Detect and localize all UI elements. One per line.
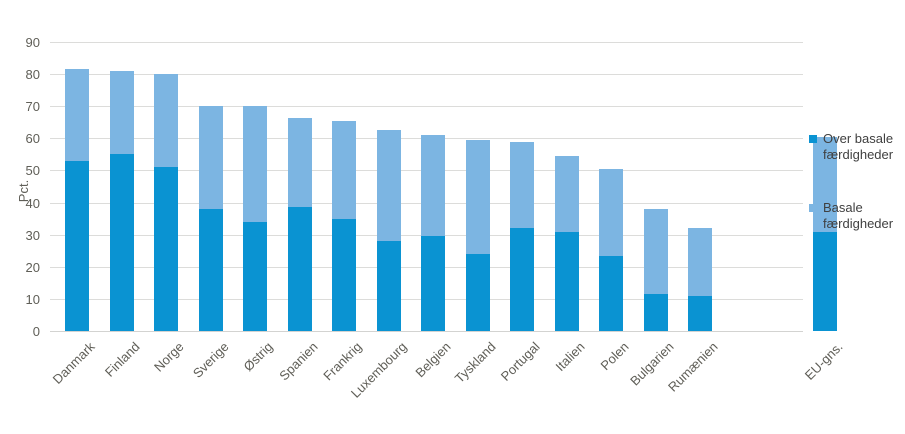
- bar-segment-basale: [243, 106, 267, 222]
- y-axis-tick-label: 0: [32, 324, 40, 339]
- x-axis-label: Portugal: [497, 339, 543, 384]
- legend-label: Over basale færdigheder: [823, 131, 894, 162]
- bar-segment-over-basale: [287, 207, 312, 331]
- legend-item: Basale færdigheder: [809, 200, 905, 232]
- bar-segment-over-basale: [812, 231, 837, 331]
- x-axis-label: Østrig: [240, 339, 276, 375]
- bar-segment-basale: [812, 136, 837, 232]
- bar-segment-basale: [287, 117, 312, 208]
- x-axis-label: Italien: [551, 339, 588, 375]
- y-axis-tick-label: 90: [25, 35, 40, 50]
- bar-segment-basale: [154, 74, 178, 168]
- x-axis-label: EU-gns.: [801, 339, 846, 383]
- bar-segment-over-basale: [154, 167, 178, 331]
- y-axis-tick-label: 40: [25, 195, 40, 211]
- bar-segment-basale: [65, 69, 89, 161]
- gridline: [50, 74, 803, 76]
- bar-segment-over-basale: [65, 160, 89, 331]
- bar-segment-over-basale: [510, 228, 534, 331]
- x-axis-label: Danmark: [49, 339, 98, 387]
- x-axis-label: Polen: [597, 339, 632, 374]
- y-axis-tick-label: 10: [25, 291, 40, 307]
- y-axis-tick-label: 60: [25, 131, 40, 147]
- x-axis-label: Spanien: [275, 339, 321, 384]
- x-axis-label: Belgien: [412, 339, 454, 381]
- bar-segment-basale: [510, 141, 534, 229]
- gridline: [50, 106, 803, 108]
- bar-segment-over-basale: [554, 231, 579, 331]
- bar-segment-basale: [198, 106, 223, 209]
- bar-segment-over-basale: [688, 295, 712, 331]
- x-axis-label: Tyskland: [451, 339, 499, 386]
- y-axis-tick-label: 20: [25, 259, 40, 275]
- legend-swatch: [809, 204, 817, 212]
- x-axis-label: Finland: [101, 339, 143, 380]
- bar-segment-over-basale: [332, 218, 356, 331]
- x-axis-label: Sverige: [189, 339, 232, 381]
- bar-segment-over-basale: [243, 221, 267, 331]
- y-axis-tick-label: 80: [25, 67, 40, 83]
- bar-segment-basale: [421, 135, 445, 237]
- bar-segment-basale: [465, 139, 490, 254]
- bar-segment-over-basale: [421, 236, 445, 331]
- bar-segment-basale: [554, 156, 579, 232]
- legend-item: Over basale færdigheder: [809, 131, 905, 163]
- gridline: [50, 42, 803, 43]
- bar-segment-basale: [332, 120, 356, 219]
- x-axis-label: Frankrig: [320, 339, 365, 384]
- y-axis-tick-label: 30: [25, 227, 40, 243]
- legend: Over basale færdigheder Basale færdighede…: [809, 131, 905, 269]
- bar-segment-basale: [376, 130, 401, 242]
- bar-segment-over-basale: [376, 241, 401, 331]
- x-axis-line: [50, 331, 803, 332]
- bar-segment-over-basale: [109, 154, 134, 331]
- y-axis-tick-label: 50: [25, 163, 40, 179]
- bar-segment-over-basale: [465, 253, 490, 331]
- bar-segment-over-basale: [198, 209, 223, 331]
- bar-segment-basale: [109, 70, 134, 155]
- plot-area: [50, 42, 837, 332]
- legend-swatch: [809, 135, 817, 143]
- bar-segment-basale: [599, 168, 623, 256]
- x-axis-label: Norge: [150, 339, 187, 375]
- legend-label: Basale færdigheder: [823, 200, 894, 231]
- bar-segment-basale: [643, 209, 668, 295]
- bar-segment-over-basale: [599, 255, 623, 331]
- bar-segment-basale: [688, 228, 712, 296]
- bar-segment-over-basale: [643, 294, 668, 331]
- y-axis-tick-label: 70: [25, 99, 40, 115]
